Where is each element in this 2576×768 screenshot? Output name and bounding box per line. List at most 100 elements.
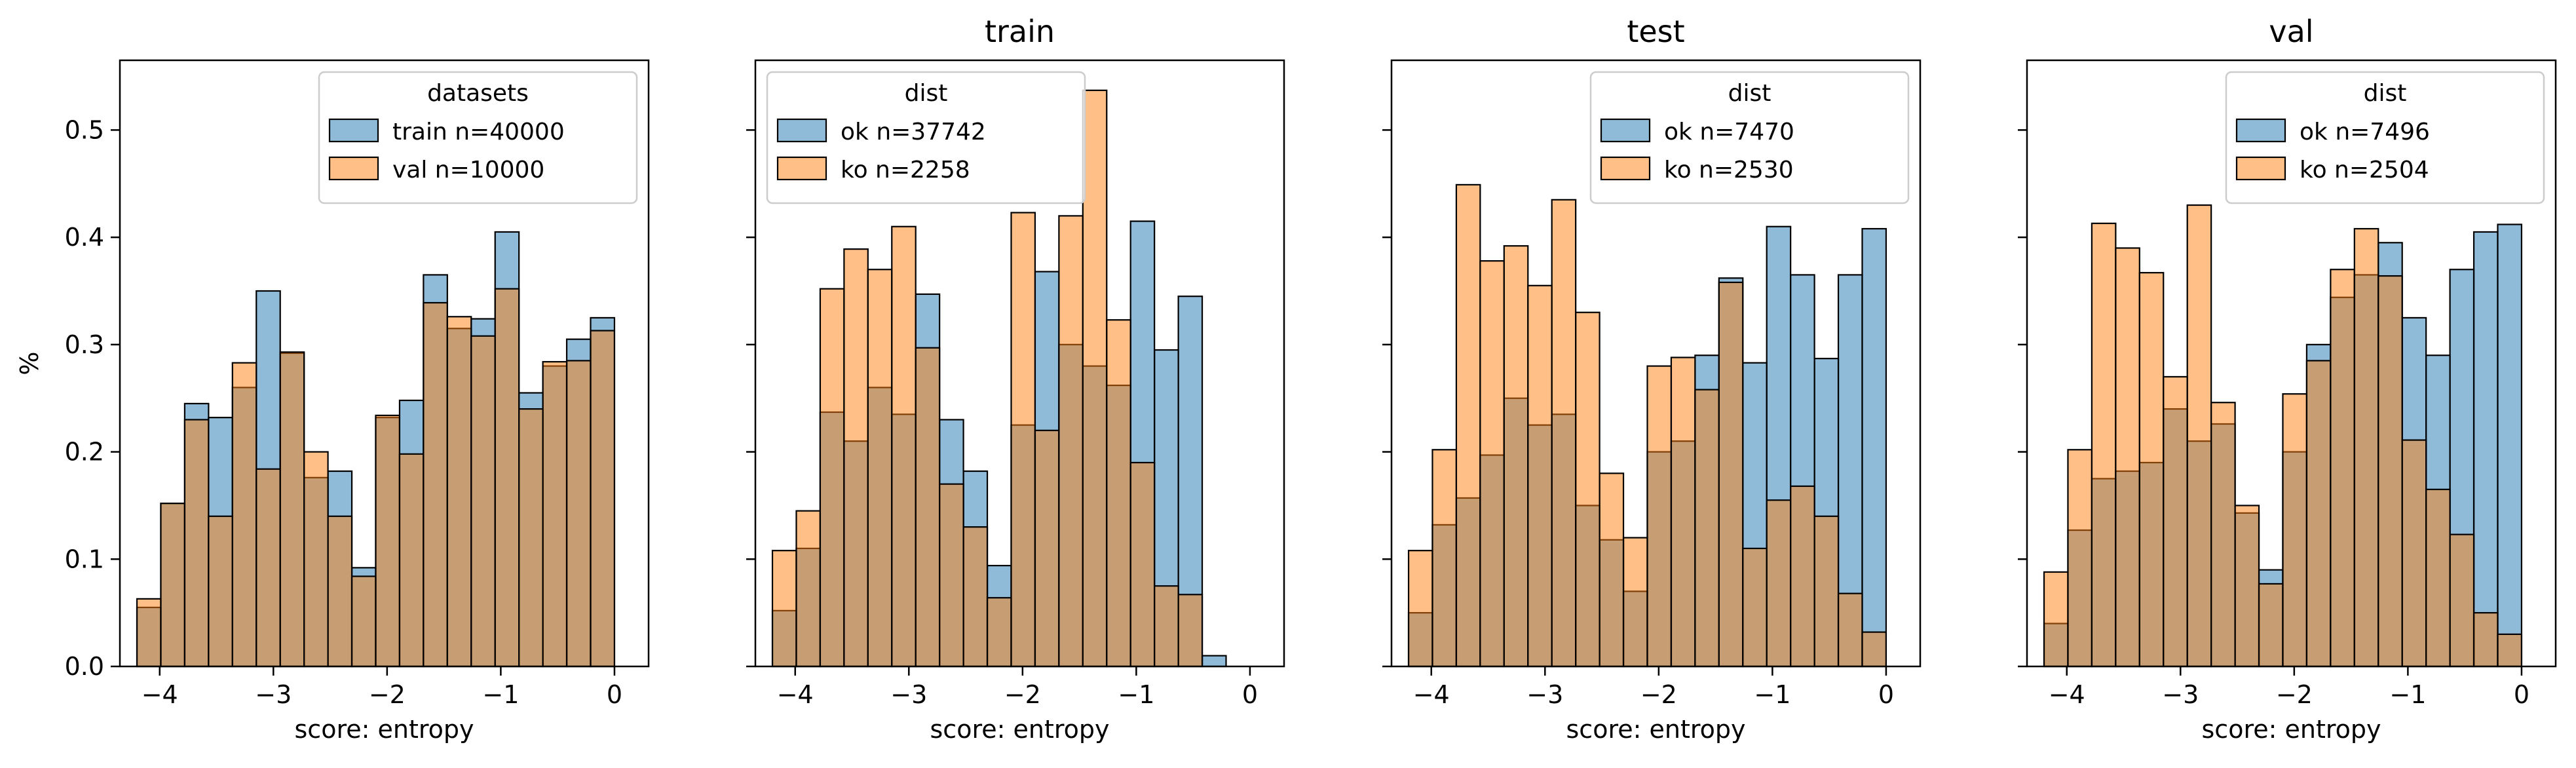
legend-swatch — [1600, 156, 1651, 181]
histogram-bar — [1479, 260, 1505, 668]
histogram-bar — [375, 414, 401, 668]
histogram-bar — [350, 575, 377, 668]
histogram-bar — [1129, 461, 1156, 668]
chart-panel-3: −4 −3 −2 −1 0 score: entropy test dist ok n=7470… — [1382, 14, 1922, 744]
x-tick-label: −3 — [1526, 680, 1563, 709]
histogram-bar — [1766, 499, 1792, 668]
histogram-bar — [2067, 449, 2093, 668]
legend-entry-label: ko n=2530 — [1664, 157, 1794, 183]
histogram-bar — [2234, 505, 2260, 668]
legend: dist ok n=7496 ko n=2504 — [2225, 71, 2545, 204]
histogram-bar — [1177, 594, 1203, 668]
histogram-bar — [1790, 485, 1815, 668]
histogram-bar — [939, 483, 964, 668]
x-tick-label: −2 — [1004, 680, 1041, 709]
histogram-bar — [160, 503, 186, 668]
histogram-bar — [2472, 612, 2499, 668]
axes-frame — [2026, 59, 2557, 668]
chart-panel-1: −4 −3 −2 −1 0 0.0 0.1 0.2 0.3 0.4 0.5 score: entrop… — [15, 59, 650, 744]
x-tick-label: −1 — [2389, 680, 2426, 709]
legend-title: datasets — [427, 80, 529, 107]
legend-swatch — [328, 118, 379, 143]
x-tick-label: 0 — [2514, 680, 2529, 709]
histogram-bar — [1431, 449, 1458, 668]
legend-entry-label: ko n=2258 — [841, 157, 970, 183]
y-axis-label: % — [15, 351, 44, 375]
histogram-bar — [819, 288, 845, 668]
histogram-bar — [2497, 223, 2523, 668]
histogram-bar — [1034, 429, 1060, 668]
histogram-bar — [915, 347, 941, 668]
legend: dist ok n=7470 ko n=2530 — [1589, 71, 1910, 204]
x-tick-label: −2 — [1640, 680, 1677, 709]
histogram-bar — [795, 510, 822, 668]
y-tick-label: 0.1 — [65, 545, 104, 573]
legend-swatch — [2235, 156, 2286, 181]
histogram-bar — [423, 301, 448, 668]
series-2-bars — [2043, 204, 2523, 668]
x-tick-label: −4 — [142, 680, 178, 709]
histogram-bar — [2115, 247, 2140, 668]
series-2-bars — [136, 288, 616, 668]
legend-title: dist — [2364, 80, 2407, 107]
histogram-bar — [1742, 547, 1768, 668]
legend: dist ok n=37742 ko n=2258 — [766, 71, 1086, 204]
histogram-bar — [565, 360, 592, 668]
x-tick-label: −3 — [255, 680, 292, 709]
x-tick-label: −3 — [2162, 680, 2199, 709]
histogram-bar — [986, 597, 1012, 668]
x-tick-label: −2 — [369, 680, 406, 709]
y-tick-label: 0.2 — [65, 438, 104, 467]
histogram-bar — [136, 598, 162, 668]
x-tick-label: −1 — [1118, 680, 1154, 709]
series-2-bars — [771, 89, 1203, 668]
histogram-bar — [208, 515, 233, 668]
legend-entry-label: ko n=2504 — [2300, 157, 2429, 183]
histogram-bar — [1837, 592, 1863, 668]
histogram-bar — [1575, 311, 1601, 668]
x-tick-label: 0 — [607, 680, 622, 709]
x-axis-label: score: entropy — [295, 715, 474, 744]
histogram-bar — [1058, 215, 1084, 668]
legend-entry-label: train n=40000 — [392, 119, 565, 145]
histogram-bar — [867, 269, 893, 668]
series-2-bars — [1407, 183, 1887, 668]
legend-box — [766, 71, 1086, 204]
legend-swatch — [776, 118, 827, 143]
x-axis-label: score: entropy — [1566, 715, 1746, 744]
histogram-bar — [1670, 356, 1696, 668]
histogram-bar — [1551, 199, 1577, 668]
histogram-bar — [542, 360, 568, 668]
axes-frame — [754, 59, 1285, 668]
histogram-bar — [2353, 227, 2379, 668]
histogram-bar — [771, 550, 797, 668]
histogram-bar — [1694, 389, 1720, 668]
legend-title: dist — [1728, 80, 1771, 107]
legend-entry-label: ok n=37742 — [841, 119, 986, 145]
histogram-bar — [1154, 585, 1179, 668]
histogram-bar — [256, 468, 281, 668]
x-axis-label: score: entropy — [2202, 715, 2381, 744]
legend-swatch — [2235, 118, 2286, 143]
histogram-bar — [2163, 375, 2188, 668]
x-tick-label: −4 — [1413, 680, 1450, 709]
y-tick-label: 0.4 — [65, 223, 104, 252]
histogram-bar — [1861, 227, 1887, 668]
histogram-bar — [2138, 272, 2165, 668]
chart-panel-4: −4 −3 −2 −1 0 score: entropy val dist ok n=7496 k… — [2018, 14, 2557, 744]
x-tick-label: −3 — [890, 680, 927, 709]
panel-title: test — [1627, 14, 1684, 49]
legend-title: dist — [905, 80, 948, 107]
histogram-bar — [1010, 212, 1036, 668]
legend-entry-label: val n=10000 — [392, 157, 544, 183]
histogram-bar — [2282, 393, 2308, 668]
legend-swatch — [328, 156, 379, 181]
histogram-bar — [891, 225, 917, 668]
x-tick-label: −4 — [777, 680, 814, 709]
histogram-bar — [470, 335, 496, 668]
panel-title: train — [985, 14, 1055, 49]
histogram-bar — [2258, 583, 2284, 668]
histogram-bar — [1106, 319, 1131, 668]
histogram-bar — [2425, 488, 2451, 668]
